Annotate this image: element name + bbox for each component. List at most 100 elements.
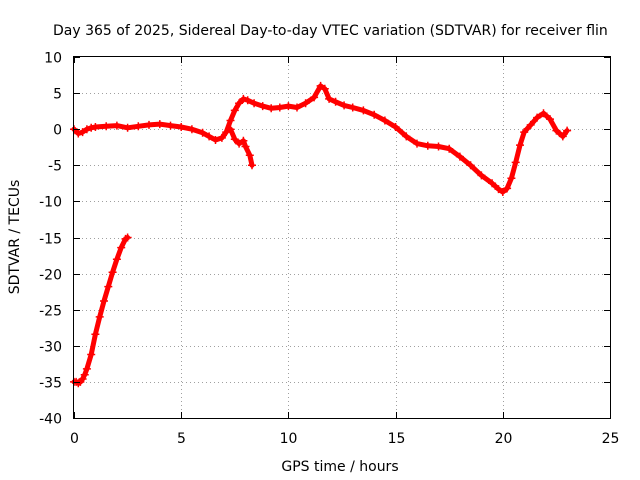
data-point xyxy=(275,103,284,112)
data-point xyxy=(423,141,432,150)
data-point xyxy=(533,113,542,122)
data-point xyxy=(102,122,111,131)
data-point xyxy=(248,161,256,170)
data-point xyxy=(104,282,113,291)
data-point xyxy=(112,255,121,264)
y-tick-label: -35 xyxy=(39,376,62,392)
y-tick-label: -20 xyxy=(39,268,62,284)
data-point xyxy=(494,185,503,194)
data-point xyxy=(507,174,516,183)
data-point xyxy=(546,115,554,124)
data-point xyxy=(520,128,529,137)
data-point xyxy=(245,151,254,160)
data-point xyxy=(230,135,239,144)
x-tick-label: 5 xyxy=(177,431,186,447)
data-point xyxy=(177,123,186,131)
data-point xyxy=(205,132,214,141)
data-point xyxy=(87,123,96,132)
data-point xyxy=(258,102,267,111)
data-point xyxy=(211,136,220,144)
data-point xyxy=(359,106,368,115)
y-tick-label: -15 xyxy=(39,232,62,248)
data-point xyxy=(434,142,443,151)
data-point xyxy=(316,81,325,90)
data-point xyxy=(82,364,91,373)
data-point xyxy=(402,132,411,141)
data-point xyxy=(230,106,239,115)
y-tick-label: -5 xyxy=(48,159,62,175)
y-tick-label: -30 xyxy=(39,340,62,356)
data-point xyxy=(198,128,207,137)
data-point xyxy=(226,125,235,134)
data-point xyxy=(108,268,117,277)
data-point xyxy=(78,128,87,137)
data-point xyxy=(348,103,357,112)
data-point xyxy=(95,312,104,321)
data-point xyxy=(331,97,340,106)
data-point xyxy=(498,188,507,196)
data-point xyxy=(241,142,250,151)
data-point xyxy=(503,184,512,193)
data-point xyxy=(155,120,164,129)
data-point xyxy=(516,141,524,150)
data-point xyxy=(445,144,454,153)
grid-lines xyxy=(74,57,610,418)
data-point xyxy=(370,110,379,119)
data-point xyxy=(117,243,126,252)
data-point xyxy=(239,136,248,145)
data-point xyxy=(526,120,535,129)
data-point xyxy=(235,139,244,148)
x-axis-label: GPS time / hours xyxy=(281,459,398,475)
data-point xyxy=(552,126,561,135)
data-point xyxy=(511,158,520,167)
data-point xyxy=(250,99,259,108)
x-tick-label: 15 xyxy=(388,431,406,447)
data-point xyxy=(477,171,486,180)
y-tick-label: -10 xyxy=(39,195,62,211)
data-point xyxy=(166,121,175,130)
data-point xyxy=(310,93,319,102)
data-point xyxy=(413,139,421,148)
data-point xyxy=(74,129,83,138)
data-point xyxy=(558,132,567,141)
x-tick-label: 25 xyxy=(602,431,620,447)
data-point xyxy=(91,123,100,131)
data-point xyxy=(78,375,87,383)
data-point xyxy=(100,297,108,305)
data-point xyxy=(123,233,132,242)
chart-title: Day 365 of 2025, Sidereal Day-to-day VTE… xyxy=(53,23,608,39)
x-tick-label: 0 xyxy=(70,431,79,447)
data-point xyxy=(267,104,276,113)
data-point xyxy=(91,330,100,339)
data-point xyxy=(134,122,143,131)
y-tick-label: -40 xyxy=(39,412,62,428)
data-point xyxy=(235,99,244,108)
data-point xyxy=(82,125,91,134)
data-point xyxy=(293,103,301,112)
tick-labels: 0 5 10 15 20 25 10 5 0 -5 -10 -15 -20 -25 -30 -35 -40 xyxy=(39,51,619,448)
y-tick-label: -25 xyxy=(39,304,62,320)
data-point xyxy=(145,120,153,129)
data-point xyxy=(340,101,349,110)
data-point xyxy=(226,116,235,125)
data-series xyxy=(70,81,572,388)
data-point xyxy=(217,133,226,142)
data-point xyxy=(112,121,121,130)
data-point xyxy=(325,94,334,103)
y-axis-label: SDTVAR / TECUs xyxy=(7,180,23,295)
x-tick-label: 20 xyxy=(495,431,513,447)
data-point xyxy=(239,94,248,103)
data-point xyxy=(539,109,548,118)
data-point xyxy=(466,161,475,170)
y-tick-label: 5 xyxy=(53,87,62,103)
x-tick-label: 10 xyxy=(280,431,298,447)
data-point xyxy=(87,350,96,359)
data-point xyxy=(380,116,389,125)
series-band xyxy=(71,83,570,195)
data-point xyxy=(123,123,132,132)
data-point xyxy=(320,84,329,93)
data-point xyxy=(455,152,464,161)
y-tick-label: 10 xyxy=(44,51,62,67)
axis-ticks xyxy=(74,57,611,419)
